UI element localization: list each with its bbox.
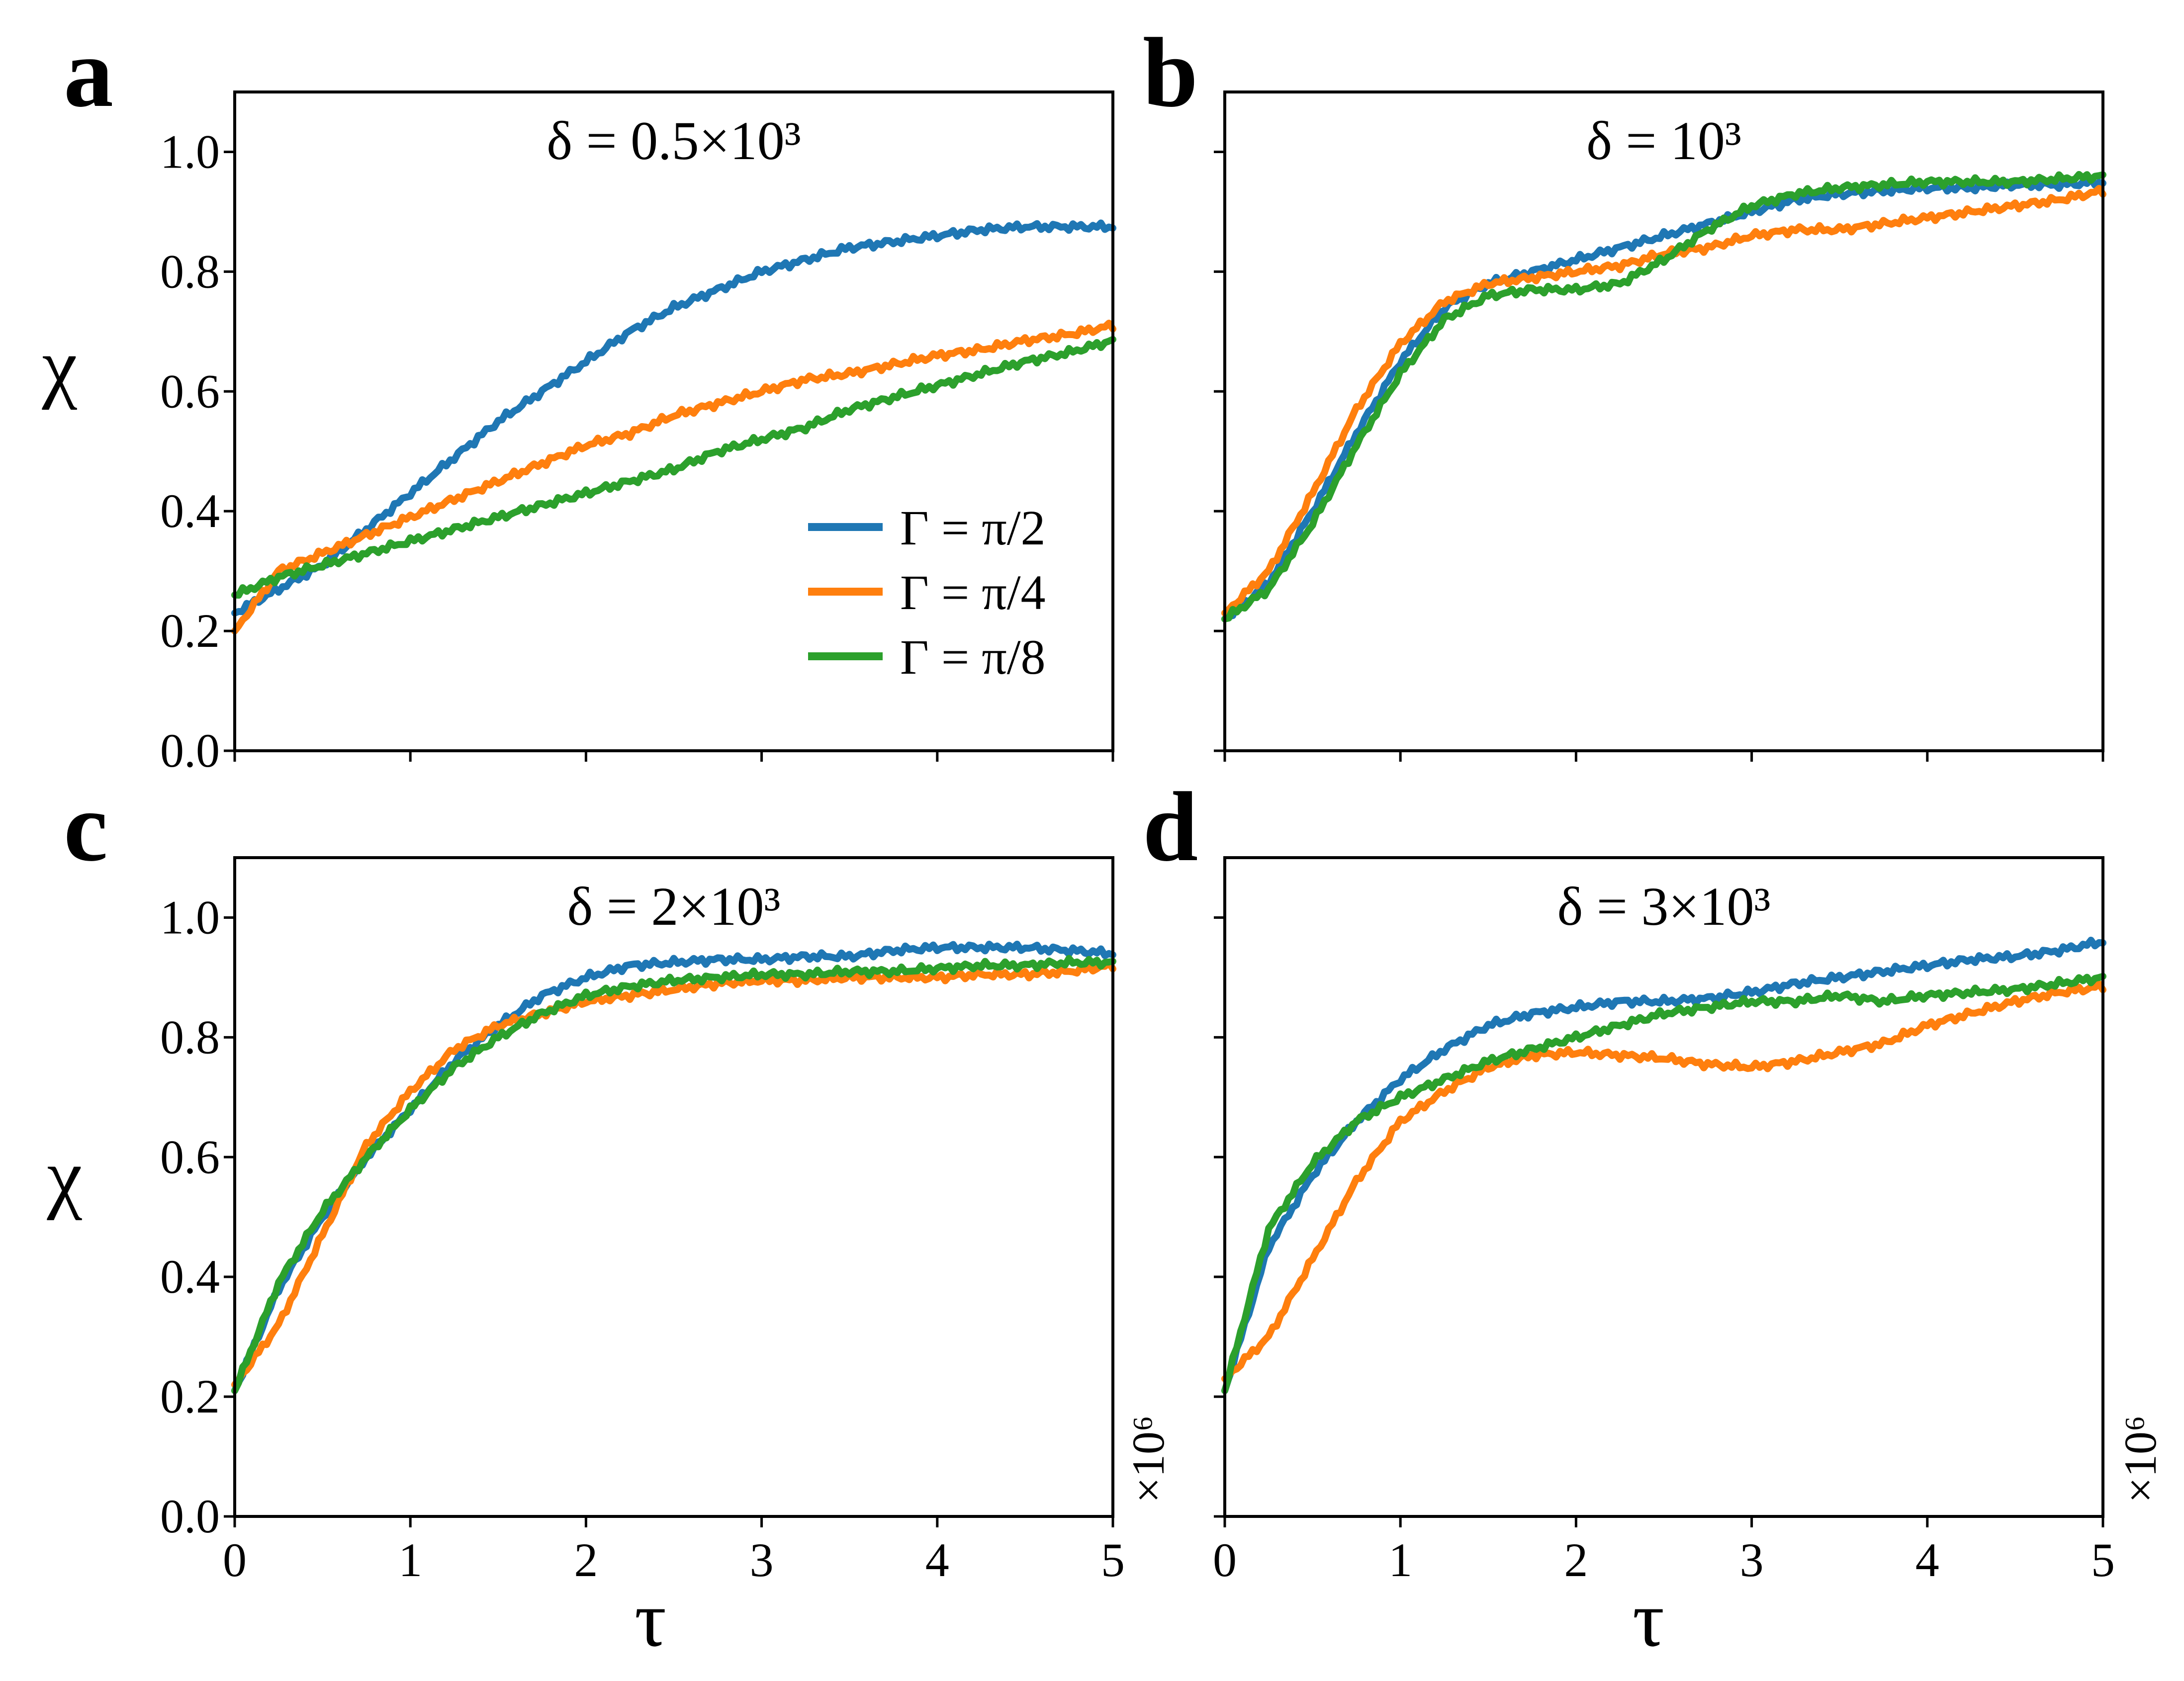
x-tick-label-d-4: 4 (1915, 1533, 1939, 1587)
legend-label-pi-2: Γ = π/2 (900, 500, 1045, 555)
y-tick-label-a-0-2: 0.2 (160, 604, 220, 657)
panel-d: 0 1 2 3 4 5 δ = 3×10³ (1213, 856, 2115, 1587)
panel-title-d: δ = 3×10³ (1557, 876, 1771, 937)
x-tick-label-d-3: 3 (1740, 1533, 1764, 1587)
y-tick-label-a-0-6: 0.6 (160, 364, 220, 418)
legend-label-pi-8: Γ = π/8 (900, 629, 1045, 685)
x-offset-label-c: ×10⁶ (1123, 1416, 1174, 1503)
x-axis-label-right: τ (1633, 1575, 1664, 1663)
plot-frame-b (1223, 90, 2104, 752)
y-tick-label-c-0-0: 0.0 (160, 1490, 220, 1543)
series-line-d-blue (1221, 937, 2106, 1394)
panel-letter-d: d (1143, 772, 1198, 882)
series-line-a-orange (231, 320, 1116, 635)
y-axis-label-top: χ (41, 322, 77, 410)
y-tick-label-a-1-0: 1.0 (160, 125, 220, 178)
panel-letter-c: c (64, 772, 108, 882)
series-line-b-green (1221, 171, 2106, 622)
x-tick-label-c-4: 4 (925, 1533, 949, 1587)
x-tick-label-c-0: 0 (223, 1533, 247, 1587)
panel-title-a: δ = 0.5×10³ (546, 110, 801, 171)
panel-b: δ = 10³ (1214, 90, 2106, 762)
series-line-d-green (1221, 973, 2106, 1394)
x-tick-label-c-2: 2 (574, 1533, 598, 1587)
panel-a: 0.0 0.2 0.4 0.6 0.8 1.0 δ = 0.5×10³ (160, 90, 1116, 777)
series-line-b-orange (1221, 185, 2106, 617)
y-axis-label-bottom: χ (46, 1132, 82, 1221)
legend-label-pi-4: Γ = π/4 (900, 565, 1045, 620)
x-axis-label-left: τ (635, 1575, 666, 1663)
panel-c: 0.0 0.2 0.4 0.6 0.8 1.0 0 1 2 3 4 5 δ = 2×10³ (160, 856, 1125, 1587)
series-line-b-blue (1221, 175, 2106, 622)
y-tick-label-c-0-4: 0.4 (160, 1250, 220, 1303)
y-tick-label-c-1-0: 1.0 (160, 890, 220, 944)
panel-letter-a: a (64, 18, 113, 128)
x-tick-label-d-1: 1 (1388, 1533, 1412, 1587)
plot-frame-d (1223, 856, 2104, 1518)
series-line-d-orange (1221, 980, 2106, 1382)
series-line-c-orange (231, 959, 1116, 1388)
plot-frame-c (233, 856, 1114, 1518)
y-tick-label-a-0-0: 0.0 (160, 724, 220, 777)
series-line-a-blue (231, 219, 1116, 617)
y-tick-label-c-0-6: 0.6 (160, 1130, 220, 1183)
series-line-c-green (231, 955, 1116, 1394)
series-line-a-green (231, 336, 1116, 599)
x-tick-label-c-3: 3 (750, 1533, 774, 1587)
x-tick-label-c-5: 5 (1101, 1533, 1125, 1587)
y-tick-label-c-0-2: 0.2 (160, 1370, 220, 1423)
panel-title-b: δ = 10³ (1586, 110, 1741, 171)
y-tick-label-a-0-8: 0.8 (160, 245, 220, 298)
x-tick-label-c-1: 1 (398, 1533, 422, 1587)
y-tick-label-c-0-8: 0.8 (160, 1010, 220, 1063)
y-tick-label-a-0-4: 0.4 (160, 484, 220, 537)
panel-letter-b: b (1143, 18, 1198, 128)
plot-frame-a (233, 90, 1114, 752)
x-tick-label-d-0: 0 (1213, 1533, 1237, 1587)
x-tick-label-d-5: 5 (2091, 1533, 2115, 1587)
panel-title-c: δ = 2×10³ (567, 876, 781, 937)
x-offset-label-d: ×10⁶ (2115, 1416, 2166, 1503)
x-tick-label-d-2: 2 (1564, 1533, 1588, 1587)
legend: Γ = π/2 Γ = π/4 Γ = π/8 (808, 500, 1045, 685)
